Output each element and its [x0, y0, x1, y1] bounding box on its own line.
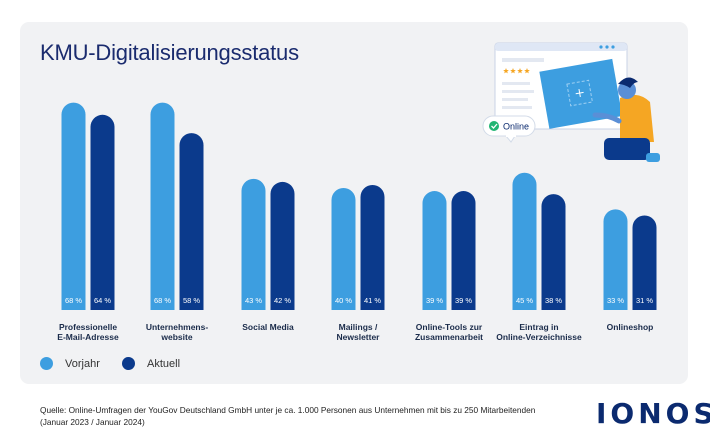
data-label-aktuell-1: 58 % — [183, 296, 200, 305]
data-label-aktuell-4: 39 % — [455, 296, 472, 305]
category-label-1-0: Unternehmens- — [146, 322, 209, 332]
data-label-vorjahr-4: 39 % — [426, 296, 443, 305]
category-label-3-1: Newsletter — [337, 332, 381, 342]
legend-aktuell-swatch — [122, 357, 135, 370]
data-label-vorjahr-0: 68 % — [65, 296, 82, 305]
category-label-6-0: Onlineshop — [607, 322, 654, 332]
data-label-aktuell-2: 42 % — [274, 296, 291, 305]
star-icon — [517, 68, 523, 74]
data-label-aktuell-6: 31 % — [636, 296, 653, 305]
online-illustration-icon: Online — [482, 42, 660, 162]
legend-aktuell-label: Aktuell — [147, 357, 181, 370]
legend-vorjahr-label: Vorjahr — [65, 357, 100, 370]
check-icon — [489, 121, 499, 131]
bar-vorjahr-4 — [422, 191, 447, 310]
category-label-3-0: Mailings / — [339, 322, 378, 332]
star-icon — [510, 68, 516, 74]
star-icon — [524, 68, 530, 74]
online-badge-label: Online — [503, 122, 529, 132]
bar-vorjahr-3 — [331, 188, 356, 310]
bar-vorjahr-0 — [61, 102, 86, 310]
data-label-vorjahr-6: 33 % — [607, 296, 624, 305]
online-badge: Online — [482, 115, 536, 143]
data-label-aktuell-0: 64 % — [94, 296, 111, 305]
bar-aktuell-4 — [451, 191, 476, 310]
bar-vorjahr-5 — [512, 172, 537, 310]
category-label-4-1: Zusammenarbeit — [415, 332, 483, 342]
data-label-vorjahr-1: 68 % — [154, 296, 171, 305]
category-label-0-0: Professionelle — [59, 322, 117, 332]
image-panel-icon — [539, 58, 623, 129]
category-label-5-1: Online-Verzeichnisse — [496, 332, 582, 342]
person-icon — [592, 77, 660, 162]
legend-aktuell: Aktuell — [122, 357, 180, 370]
ionos-logo: IONOS — [596, 397, 710, 430]
data-label-aktuell-5: 38 % — [545, 296, 562, 305]
category-label-4-0: Online-Tools zur — [416, 322, 483, 332]
bar-aktuell-2 — [270, 181, 295, 310]
browser-bar — [495, 43, 627, 51]
category-label-1-1: website — [160, 332, 192, 342]
data-label-vorjahr-2: 43 % — [245, 296, 262, 305]
legend-vorjahr-swatch — [40, 357, 53, 370]
data-label-vorjahr-5: 45 % — [516, 296, 533, 305]
bar-aktuell-1 — [179, 133, 204, 310]
bar-aktuell-0 — [90, 114, 115, 310]
data-label-aktuell-3: 41 % — [364, 296, 381, 305]
category-label-5-0: Eintrag in — [519, 322, 558, 332]
source-note: Quelle: Online-Umfragen der YouGov Deuts… — [40, 405, 536, 427]
bar-aktuell-5 — [541, 194, 566, 310]
bar-vorjahr-2 — [241, 178, 266, 310]
star-icon — [503, 68, 509, 74]
bar-vorjahr-1 — [150, 102, 175, 310]
bar-aktuell-3 — [360, 184, 385, 310]
chart-title: KMU-Digitalisierungsstatus — [40, 40, 299, 65]
bar-vorjahr-6 — [603, 209, 628, 310]
data-label-vorjahr-3: 40 % — [335, 296, 352, 305]
bar-aktuell-6 — [632, 215, 657, 310]
rating-stars-icon — [503, 68, 530, 74]
category-label-2-0: Social Media — [242, 322, 294, 332]
category-label-0-1: E-Mail-Adresse — [57, 332, 119, 342]
legend-vorjahr: Vorjahr — [40, 357, 100, 370]
